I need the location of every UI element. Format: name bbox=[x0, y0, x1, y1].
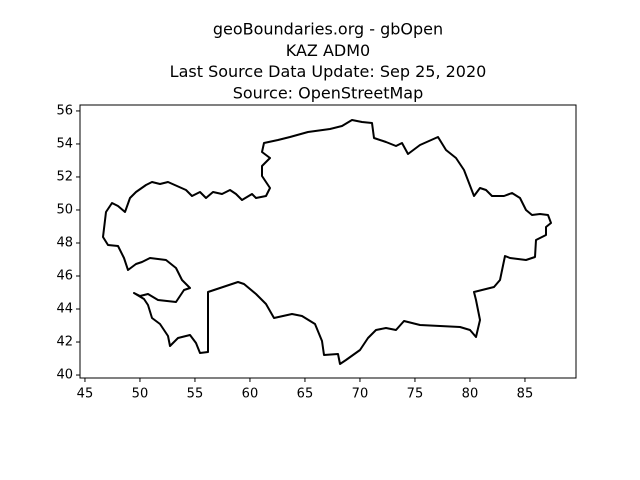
x-tick-label: 80 bbox=[462, 387, 479, 402]
y-tick-label: 40 bbox=[56, 368, 73, 383]
chart-title: Source: OpenStreetMap bbox=[233, 83, 424, 102]
y-tick-label: 46 bbox=[56, 268, 73, 283]
x-tick-label: 45 bbox=[77, 387, 94, 402]
axes-frame bbox=[79, 104, 577, 379]
x-tick-label: 85 bbox=[517, 387, 534, 402]
x-tick-label: 50 bbox=[132, 387, 149, 402]
chart-title: Last Source Data Update: Sep 25, 2020 bbox=[170, 62, 487, 81]
x-tick-label: 60 bbox=[242, 387, 259, 402]
y-tick-label: 48 bbox=[56, 235, 73, 250]
x-tick-label: 65 bbox=[297, 387, 314, 402]
chart-title: KAZ ADM0 bbox=[286, 41, 370, 60]
x-tick-label: 55 bbox=[187, 387, 204, 402]
y-tick-label: 52 bbox=[56, 169, 73, 184]
y-tick-label: 50 bbox=[56, 202, 73, 217]
x-tick-label: 70 bbox=[352, 387, 369, 402]
chart-title: geoBoundaries.org - gbOpen bbox=[213, 20, 443, 39]
y-tick-label: 54 bbox=[56, 136, 73, 151]
y-tick-label: 56 bbox=[56, 103, 73, 118]
x-tick-label: 75 bbox=[407, 387, 424, 402]
y-tick-label: 44 bbox=[56, 302, 73, 317]
boundary-outline bbox=[102, 119, 552, 365]
y-tick-label: 42 bbox=[56, 335, 73, 350]
